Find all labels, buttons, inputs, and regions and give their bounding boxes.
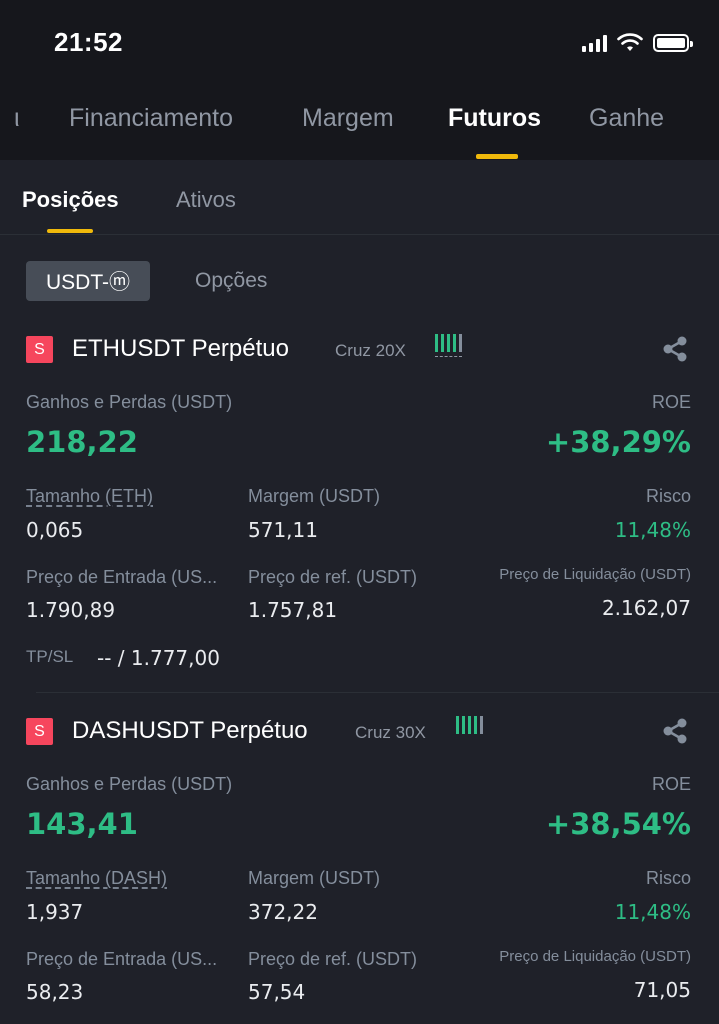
tab-financiamento[interactable]: Financiamento bbox=[69, 104, 233, 132]
mark-price-value: 1.757,81 bbox=[248, 598, 338, 622]
pnl-label: Ganhos e Perdas (USDT) bbox=[26, 392, 233, 412]
leverage-bars-icon bbox=[456, 716, 483, 738]
signal-icon bbox=[582, 34, 607, 52]
mark-price-label: Preço de ref. (USDT) bbox=[248, 949, 418, 969]
status-icons bbox=[582, 31, 693, 55]
mark-price-value: 57,54 bbox=[248, 980, 306, 1004]
share-icon[interactable] bbox=[661, 335, 689, 363]
risk-value: 11,48% bbox=[614, 900, 691, 924]
mark-price-label: Preço de ref. (USDT) bbox=[248, 567, 418, 587]
short-badge: S bbox=[26, 718, 53, 745]
risk-label: Risco bbox=[645, 486, 691, 506]
size-label[interactable]: Tamanho (DASH) bbox=[26, 868, 168, 888]
liq-price-value: 71,05 bbox=[633, 978, 691, 1002]
card-divider bbox=[36, 692, 719, 693]
subtab-indicator bbox=[47, 229, 93, 233]
size-value: 0,065 bbox=[26, 518, 84, 542]
margin-label: Margem (USDT) bbox=[248, 868, 381, 888]
share-icon[interactable] bbox=[661, 717, 689, 745]
wifi-icon bbox=[617, 33, 643, 51]
main-tabs: ι Financiamento Margem Futuros Ganhe bbox=[0, 104, 719, 144]
pnl-label: Ganhos e Perdas (USDT) bbox=[26, 774, 233, 794]
tpsl-value[interactable]: -- / 1.777,00 bbox=[97, 646, 220, 670]
margin-mode: Cruz 20X bbox=[335, 341, 406, 360]
entry-price-value: 58,23 bbox=[26, 980, 84, 1004]
tab-truncated[interactable]: ι bbox=[14, 104, 20, 132]
margin-mode: Cruz 30X bbox=[355, 723, 426, 742]
risk-label: Risco bbox=[645, 868, 691, 888]
battery-icon bbox=[653, 34, 693, 52]
pnl-value: 218,22 bbox=[26, 425, 138, 459]
tab-margem[interactable]: Margem bbox=[302, 104, 394, 132]
top-header: 21:52 ι Financiamento Margem Futuros Gan… bbox=[0, 0, 719, 160]
tpsl-label: TP/SL bbox=[26, 647, 74, 666]
filter-opcoes[interactable]: Opções bbox=[195, 269, 268, 292]
leverage-bars-icon bbox=[435, 334, 462, 357]
status-time: 21:52 bbox=[54, 27, 123, 57]
position-symbol[interactable]: ETHUSDT Perpétuo bbox=[72, 335, 289, 362]
short-badge: S bbox=[26, 336, 53, 363]
position-symbol[interactable]: DASHUSDT Perpétuo bbox=[72, 717, 308, 744]
liq-price-label: Preço de Liquidação (USDT) bbox=[499, 948, 691, 965]
margin-value: 372,22 bbox=[248, 900, 318, 924]
roe-label: ROE bbox=[651, 392, 691, 412]
risk-value: 11,48% bbox=[614, 518, 691, 542]
entry-price-value: 1.790,89 bbox=[26, 598, 116, 622]
entry-price-label: Preço de Entrada (US... bbox=[26, 567, 218, 587]
margin-value: 571,11 bbox=[248, 518, 318, 542]
size-label[interactable]: Tamanho (ETH) bbox=[26, 486, 154, 506]
subtab-ativos[interactable]: Ativos bbox=[176, 187, 236, 212]
roe-value: +38,54% bbox=[545, 807, 691, 841]
margin-label: Margem (USDT) bbox=[248, 486, 381, 506]
tab-futuros[interactable]: Futuros bbox=[448, 104, 542, 132]
tab-ganhe[interactable]: Ganhe bbox=[589, 104, 665, 132]
roe-label: ROE bbox=[651, 774, 691, 794]
entry-price-label: Preço de Entrada (US... bbox=[26, 949, 218, 969]
liq-price-value: 2.162,07 bbox=[601, 596, 691, 620]
subtab-posicoes[interactable]: Posições bbox=[22, 187, 119, 212]
liq-price-label: Preço de Liquidação (USDT) bbox=[499, 566, 691, 583]
pnl-value: 143,41 bbox=[26, 807, 138, 841]
divider bbox=[0, 234, 719, 235]
roe-value: +38,29% bbox=[545, 425, 691, 459]
size-value: 1,937 bbox=[26, 900, 84, 924]
active-tab-indicator bbox=[476, 154, 518, 159]
filter-usdt-m[interactable]: USDT-ⓜ bbox=[26, 261, 150, 301]
